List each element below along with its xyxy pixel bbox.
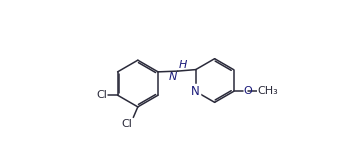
- Text: Cl: Cl: [96, 90, 107, 100]
- Text: Cl: Cl: [122, 119, 132, 129]
- Text: N: N: [191, 85, 200, 98]
- Text: H: H: [179, 60, 187, 70]
- Text: N: N: [168, 72, 177, 82]
- Text: CH₃: CH₃: [257, 86, 278, 96]
- Text: O: O: [244, 86, 253, 96]
